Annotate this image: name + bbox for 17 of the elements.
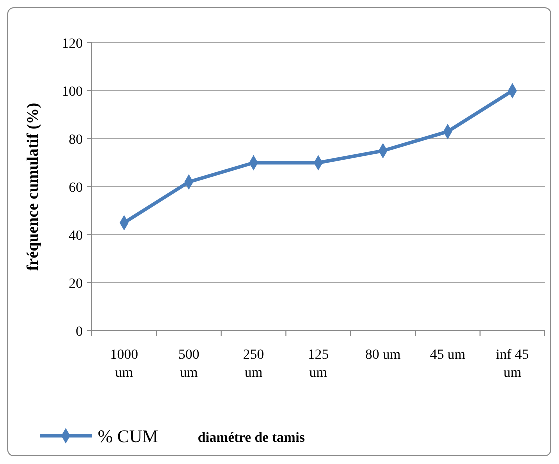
x-tick-label: 1000 um xyxy=(110,348,138,381)
y-tick-label: 40 xyxy=(69,228,83,244)
x-tick-label: 125 um xyxy=(308,348,329,381)
x-tick-label: 250 um xyxy=(243,348,264,381)
y-tick-label: 60 xyxy=(69,180,83,196)
y-tick-label: 80 xyxy=(69,132,83,148)
y-tick-label: 100 xyxy=(62,84,83,100)
x-axis-title: diamétre de tamis xyxy=(198,431,306,446)
legend-label: % CUM xyxy=(98,426,159,446)
y-axis-title: fréquence cumulatif (%) xyxy=(25,103,42,271)
y-tick-label: 120 xyxy=(62,36,83,52)
y-tick-label: 20 xyxy=(69,276,83,292)
x-tick-label: inf 45 um xyxy=(496,348,530,381)
x-tick-label: 45 um xyxy=(430,348,466,363)
x-tick-label: 500 um xyxy=(178,348,200,381)
y-tick-label: 0 xyxy=(76,324,83,340)
x-tick-label: 80 um xyxy=(366,348,402,363)
